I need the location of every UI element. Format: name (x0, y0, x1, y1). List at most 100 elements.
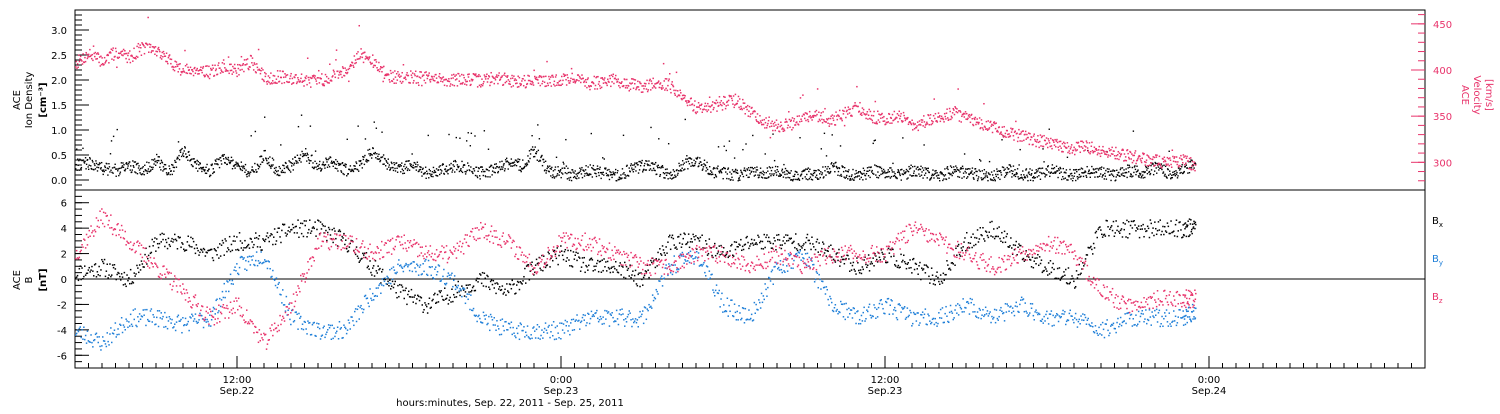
velocity-point (218, 62, 220, 64)
velocity-point (128, 59, 130, 61)
b-point (569, 265, 571, 267)
b-point (421, 297, 423, 299)
b-point (313, 226, 315, 228)
velocity-point (370, 62, 372, 64)
velocity-point (608, 81, 610, 83)
b-point (481, 283, 483, 285)
density-point (873, 173, 874, 174)
b-point (436, 302, 438, 304)
velocity-point (243, 63, 245, 64)
velocity-point (780, 122, 782, 124)
density-point (569, 179, 570, 180)
b-point (325, 230, 327, 232)
b-point (807, 234, 809, 236)
density-point (143, 171, 144, 172)
bottom-ytick-label: -4 (57, 326, 67, 337)
velocity-point (773, 123, 775, 125)
b-point (196, 244, 198, 246)
velocity-point (859, 111, 861, 113)
velocity-point (341, 71, 343, 73)
b-point (679, 242, 681, 244)
density-point (94, 165, 95, 166)
b-point (399, 284, 401, 286)
velocity-point (490, 72, 492, 74)
velocity-point (497, 76, 499, 78)
density-point (852, 169, 853, 170)
b-point (437, 294, 439, 296)
velocity-point (862, 107, 864, 109)
density-point (603, 174, 604, 175)
density-point (929, 172, 930, 173)
density-point (745, 143, 746, 144)
density-point (1167, 169, 1168, 170)
density-point (319, 164, 320, 165)
velocity-point (317, 77, 319, 79)
velocity-point (634, 83, 636, 85)
velocity-point (1031, 137, 1033, 139)
b-point (494, 287, 496, 289)
velocity-point (612, 76, 614, 78)
velocity-point (946, 112, 948, 114)
b-point (415, 303, 417, 305)
velocity-point (100, 56, 102, 58)
density-point (105, 170, 106, 171)
density-point (633, 169, 634, 170)
density-point (928, 168, 929, 169)
velocity-point (938, 112, 940, 114)
density-point (355, 161, 356, 162)
velocity-point (908, 124, 910, 126)
b-point (177, 248, 179, 250)
velocity-point (640, 83, 642, 85)
velocity-point (1152, 159, 1154, 161)
velocity-point (1143, 153, 1145, 155)
velocity-point (664, 89, 666, 91)
velocity-point (581, 74, 583, 76)
density-point (826, 168, 827, 169)
b-point (197, 250, 199, 252)
density-point (129, 161, 130, 162)
velocity-point (166, 61, 168, 63)
density-point (195, 168, 196, 169)
b-point (592, 259, 594, 261)
velocity-point (1165, 161, 1167, 163)
density-point (731, 173, 732, 174)
velocity-point (531, 84, 533, 86)
density-point (868, 167, 869, 168)
b-point (228, 249, 230, 251)
velocity-point (156, 55, 158, 57)
b-point (303, 236, 305, 238)
velocity-point (969, 116, 971, 118)
velocity-point (234, 64, 236, 66)
density-point (393, 170, 394, 171)
density-point (1140, 173, 1141, 174)
density-point (148, 162, 149, 163)
b-point (615, 261, 617, 263)
density-point (122, 165, 123, 166)
density-point (924, 175, 925, 176)
density-point (106, 163, 107, 164)
velocity-point (849, 108, 851, 110)
velocity-point (524, 75, 526, 77)
velocity-point (413, 80, 415, 82)
velocity-point (1133, 160, 1135, 162)
density-point (415, 164, 416, 165)
density-point (1142, 174, 1143, 175)
b-point (684, 234, 686, 236)
velocity-point (730, 95, 732, 97)
b-point (234, 240, 236, 242)
b-point (666, 252, 668, 254)
density-point (1108, 168, 1109, 169)
b-point (774, 240, 776, 242)
velocity-point (179, 68, 181, 70)
density-point (820, 177, 821, 178)
velocity-point (746, 109, 748, 111)
density-point (624, 174, 625, 175)
density-point (85, 168, 86, 169)
b-point (595, 265, 597, 267)
b-point (857, 262, 859, 264)
b-point (659, 248, 661, 250)
density-point (382, 156, 383, 157)
b-point (855, 273, 857, 275)
density-point (324, 167, 325, 168)
